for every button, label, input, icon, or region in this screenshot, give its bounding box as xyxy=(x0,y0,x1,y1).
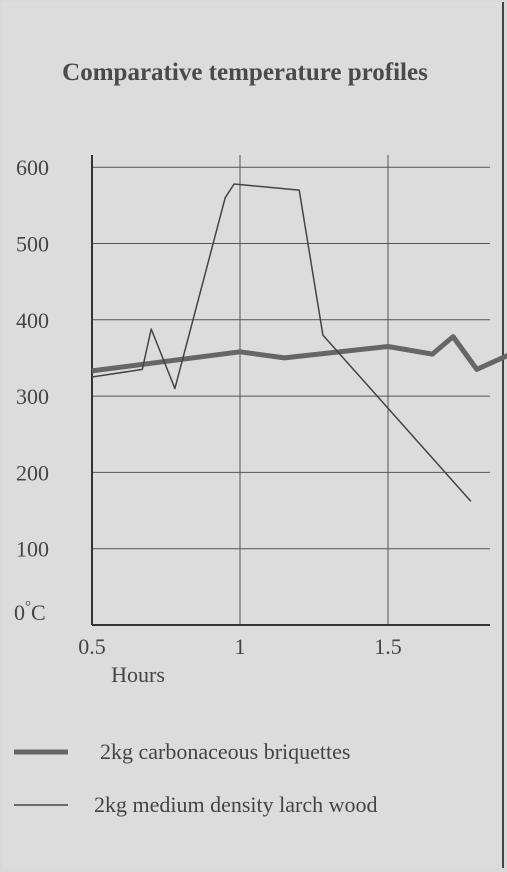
y-tick-label: 600 xyxy=(16,155,49,180)
x-tick-labels: 0.511.522.53 xyxy=(78,634,402,659)
x-tick-label: 1 xyxy=(235,634,246,659)
series-line-1 xyxy=(91,334,507,374)
axes xyxy=(91,155,490,626)
series-line-2 xyxy=(91,183,472,502)
legend: 2kg carbonaceous briquettes 2kg medium de… xyxy=(14,739,378,817)
x-tick-label: 0.5 xyxy=(78,634,106,659)
x-axis-label: Hours xyxy=(111,662,165,687)
y-tick-label: 500 xyxy=(16,232,49,257)
y-tick-label: 100 xyxy=(16,537,49,562)
y-unit-label: 0°C xyxy=(14,599,46,625)
chart-title: Comparative temperature profiles xyxy=(62,59,428,86)
y-tick-label: 400 xyxy=(16,308,49,333)
y-tick-label: 300 xyxy=(16,384,49,409)
legend-label-1: 2kg carbonaceous briquettes xyxy=(100,739,350,764)
y-tick-labels: 100 200 300 400 500 600 xyxy=(16,155,49,562)
x-tick-label: 1.5 xyxy=(374,634,402,659)
legend-label-2: 2kg medium density larch wood xyxy=(94,792,378,817)
grid-lines xyxy=(92,155,490,625)
y-tick-label: 200 xyxy=(16,460,49,485)
series-lines xyxy=(91,183,507,502)
